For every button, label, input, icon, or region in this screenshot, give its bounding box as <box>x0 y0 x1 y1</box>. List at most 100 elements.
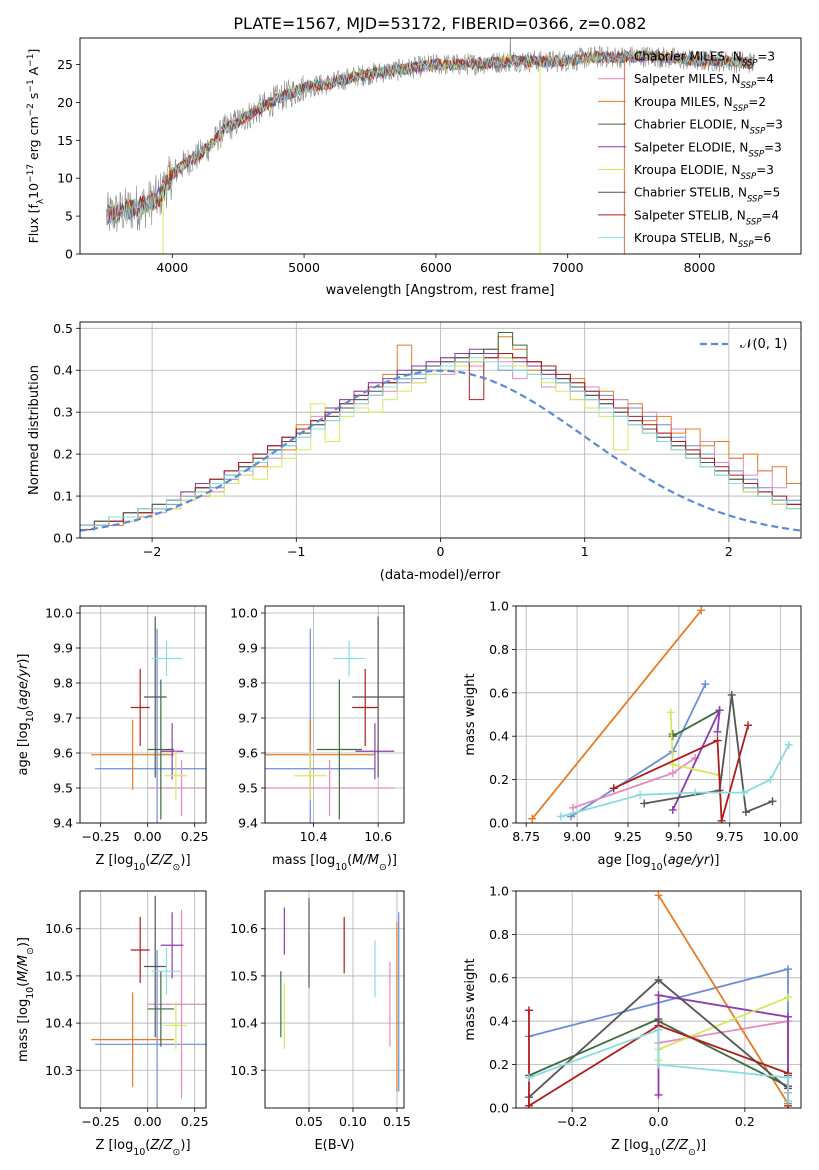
label-part: ( <box>16 982 31 987</box>
label-part: ( <box>145 1138 150 1153</box>
axes-frame <box>515 605 802 824</box>
legend-text: Salpeter STELIB, N <box>634 208 746 222</box>
x-tick-label: 8000 <box>684 260 716 275</box>
label-part: −2 <box>26 103 36 116</box>
label-part: A <box>26 66 41 79</box>
y-tick-label: 25 <box>57 57 73 72</box>
model-fit-8 <box>107 49 755 226</box>
label-part: ⊙ <box>688 1147 696 1158</box>
axes-frame <box>264 890 405 1109</box>
legend-sub: SSP <box>748 149 764 159</box>
weight-point <box>691 788 700 797</box>
legend-label: Salpeter ELODIE, NSSP=3 <box>634 140 782 159</box>
weight-point <box>640 799 649 808</box>
y-tick-label: 0 <box>65 247 73 262</box>
y-axis-label: mass weight <box>463 673 478 755</box>
label-part: mass [log <box>272 853 335 868</box>
x-tick-label: 0.25 <box>181 829 209 844</box>
x-tick-label: 8.75 <box>512 829 540 844</box>
label-part: )] <box>387 853 397 868</box>
y-tick-label: 10.0 <box>45 606 73 621</box>
y-tick-label: 0.4 <box>489 1014 509 1029</box>
weight-point <box>742 808 751 817</box>
label-part: −1 <box>26 54 36 67</box>
weight-point <box>654 1060 663 1069</box>
label-part: ( <box>16 705 31 710</box>
y-tick-label: 0.0 <box>489 1101 509 1116</box>
y-tick-label: 0.2 <box>489 1057 509 1072</box>
y-tick-label: 9.8 <box>238 676 258 691</box>
label-part: ( <box>145 853 150 868</box>
legend-label: 𝒩(0, 1) <box>740 337 787 352</box>
y-tick-label: 1.0 <box>489 599 509 614</box>
weight-point <box>668 769 677 778</box>
weight-point <box>654 891 663 900</box>
x-tick-label: 0.25 <box>181 1114 209 1129</box>
weight-point <box>784 993 793 1002</box>
label-part: 10 <box>133 862 145 873</box>
label-part: M/M <box>16 955 31 982</box>
label-part: )] <box>16 937 31 947</box>
weight-point <box>701 680 710 689</box>
weight-point <box>666 708 675 717</box>
y-tick-label: 0.5 <box>53 321 73 336</box>
spectrum-legend: Chabrier MILES, NSSP=3 Salpeter MILES, NS… <box>598 50 783 250</box>
y-tick-label: 10 <box>57 171 73 186</box>
plot-area <box>106 38 756 254</box>
weight-point <box>766 775 775 784</box>
label-part: 10 <box>649 1147 661 1158</box>
weight-point <box>713 736 722 745</box>
label-part: 10 <box>335 862 347 873</box>
y-tick-label: 0.3 <box>53 405 73 420</box>
y-tick-label: 10.5 <box>45 968 73 983</box>
label-part: erg cm <box>26 116 41 164</box>
weight-point <box>524 1006 533 1015</box>
weight-point <box>784 740 793 749</box>
y-tick-label: 0.0 <box>53 531 73 546</box>
label-part: −17 <box>26 164 36 183</box>
label-part: 10 <box>651 862 663 873</box>
weight-point <box>609 784 618 793</box>
x-tick-label: 1 <box>581 544 589 559</box>
weight-series-4 <box>657 994 789 1095</box>
weight-point <box>524 1073 533 1082</box>
legend-label: Chabrier MILES, NSSP=3 <box>634 50 775 69</box>
y-tick-label: 20 <box>57 95 73 110</box>
label-part: ( <box>661 1138 666 1153</box>
legend-text: Kroupa STELIB, N <box>634 231 738 245</box>
label-part: mass [log <box>16 999 31 1062</box>
plot-area <box>80 332 801 532</box>
legend-text: Chabrier MILES, N <box>634 50 742 64</box>
age-vs-Z-panel: −0.25 0.00 0.25 9.4 9.5 9.6 9.7 9.8 9.9 10.0 Z [lo… <box>16 606 209 873</box>
x-axis-label: Z [log10(Z/Z⊙)] <box>611 1138 706 1158</box>
y-tick-label: 0.4 <box>53 363 73 378</box>
weight-point <box>668 805 677 814</box>
legend-sub: SSP <box>742 59 758 69</box>
x-tick-label: 2 <box>725 544 733 559</box>
label-part: Z/Z <box>149 853 173 868</box>
y-tick-label: 9.9 <box>238 641 258 656</box>
x-tick-label: −2 <box>143 544 161 559</box>
x-tick-label: −1 <box>287 544 305 559</box>
label-part: )] <box>180 1138 190 1153</box>
weight-point <box>784 965 793 974</box>
plot-area <box>524 891 793 1108</box>
mass-vs-ebv-panel: 0.05 0.10 0.15 10.3 10.4 10.5 10.6 E(B-V) <box>230 890 411 1153</box>
x-tick-label: 0.0 <box>649 1114 669 1129</box>
legend-sub: SSP <box>741 81 757 91</box>
legend-sub: SSP <box>747 195 763 205</box>
y-tick-label: 9.4 <box>53 816 73 831</box>
y-tick-label: 0.6 <box>489 685 509 700</box>
legend-sub: SSP <box>741 172 757 182</box>
y-tick-label: 0.2 <box>489 772 509 787</box>
axes-frame <box>264 605 405 824</box>
label-part: Z/Z <box>149 1138 173 1153</box>
weight-series-2 <box>531 609 702 820</box>
y-tick-label: 0.8 <box>489 927 509 942</box>
legend-label: Salpeter MILES, NSSP=4 <box>634 72 774 91</box>
axes-frame <box>79 37 802 255</box>
weight-point <box>569 803 577 812</box>
x-tick-label: 10.6 <box>364 829 392 844</box>
label-part: age [log <box>597 853 650 868</box>
x-tick-label: 0.2 <box>735 1114 755 1129</box>
